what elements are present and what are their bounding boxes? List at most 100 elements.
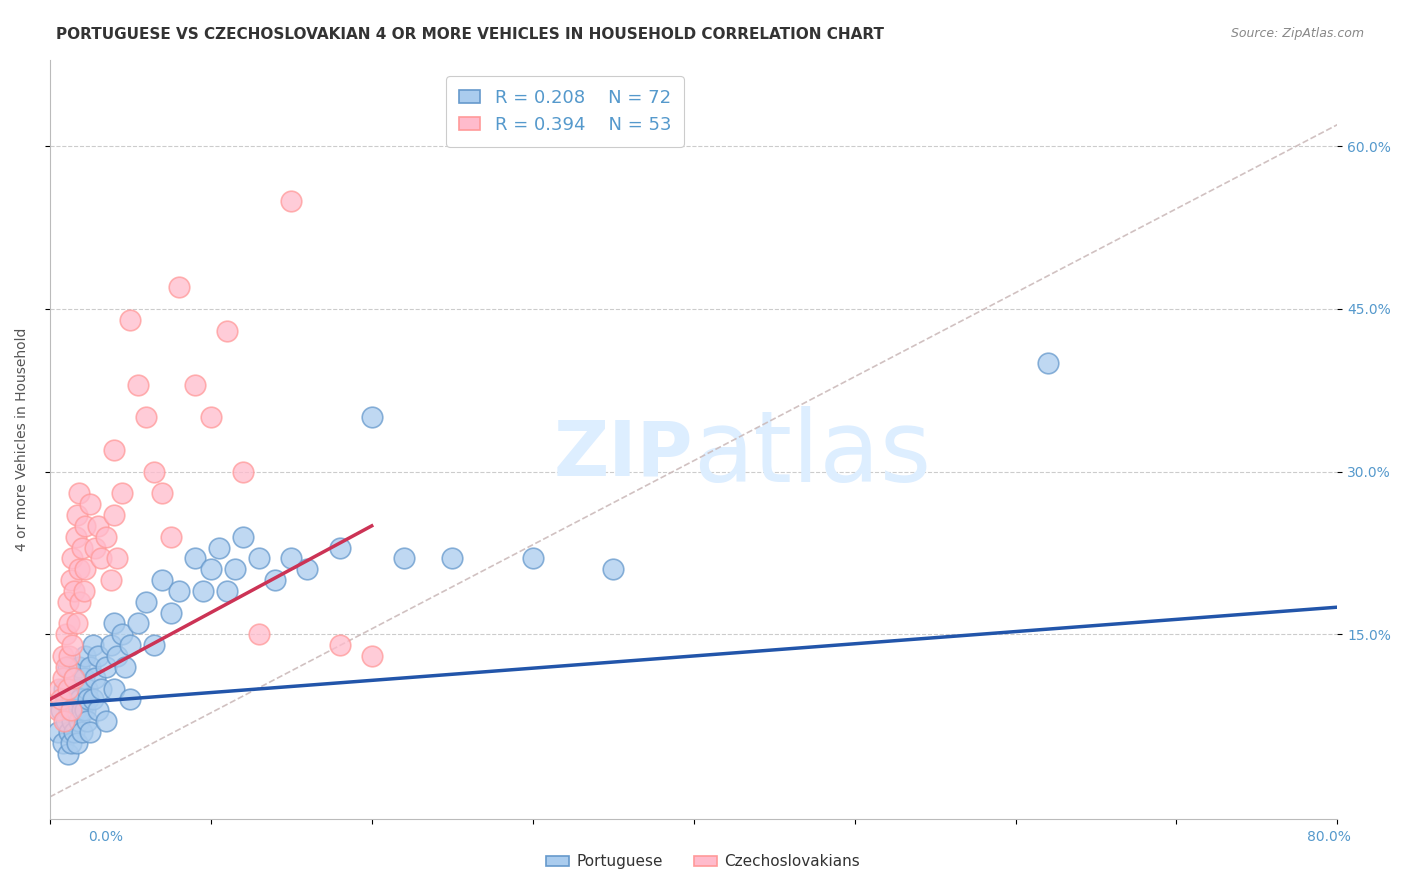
Point [120, 692, 142, 706]
Point [522, 551, 544, 566]
Point [247, 551, 270, 566]
Point [76, 714, 98, 728]
Point [52, 648, 75, 663]
Point [79, 497, 101, 511]
Point [96, 714, 118, 728]
Point [65, 530, 87, 544]
Point [208, 541, 231, 555]
Point [159, 530, 181, 544]
Point [107, 648, 129, 663]
Point [83, 541, 105, 555]
Point [63, 671, 86, 685]
Point [135, 595, 157, 609]
Point [49, 703, 72, 717]
Point [280, 194, 302, 208]
Point [67, 562, 90, 576]
Point [183, 377, 205, 392]
Point [87, 703, 110, 717]
Point [58, 648, 80, 663]
Point [56, 681, 79, 696]
Point [75, 562, 97, 576]
Point [60, 638, 83, 652]
Point [127, 377, 149, 392]
Point [224, 562, 246, 576]
Point [75, 648, 97, 663]
Point [66, 616, 89, 631]
Point [90, 681, 112, 696]
Point [72, 583, 94, 598]
Point [53, 714, 76, 728]
Point [135, 410, 157, 425]
Point [79, 724, 101, 739]
Point [55, 692, 77, 706]
Point [392, 551, 415, 566]
Point [152, 486, 174, 500]
Point [107, 551, 129, 566]
Point [56, 747, 79, 761]
Y-axis label: 4 or more Vehicles in Household: 4 or more Vehicles in Household [15, 327, 30, 550]
Point [167, 583, 190, 598]
Point [66, 736, 89, 750]
Point [143, 638, 166, 652]
Point [48, 681, 70, 696]
Point [63, 724, 86, 739]
Point [65, 703, 87, 717]
Text: atlas: atlas [693, 406, 932, 503]
Point [232, 465, 254, 479]
Point [82, 638, 104, 652]
Point [215, 583, 238, 598]
Point [59, 573, 82, 587]
Point [441, 551, 464, 566]
Text: ZIP: ZIP [554, 417, 693, 491]
Point [66, 681, 89, 696]
Point [75, 703, 97, 717]
Point [103, 681, 125, 696]
Point [66, 508, 89, 522]
Point [152, 573, 174, 587]
Point [82, 692, 104, 706]
Point [264, 573, 287, 587]
Point [114, 660, 136, 674]
Point [96, 660, 118, 674]
Point [69, 692, 91, 706]
Point [52, 671, 75, 685]
Point [328, 541, 350, 555]
Point [53, 681, 76, 696]
Point [70, 541, 93, 555]
Point [100, 573, 122, 587]
Point [143, 465, 166, 479]
Point [191, 583, 214, 598]
Text: PORTUGUESE VS CZECHOSLOVAKIAN 4 OR MORE VEHICLES IN HOUSEHOLD CORRELATION CHART: PORTUGUESE VS CZECHOSLOVAKIAN 4 OR MORE … [56, 27, 884, 42]
Point [232, 530, 254, 544]
Point [103, 508, 125, 522]
Point [167, 280, 190, 294]
Point [215, 324, 238, 338]
Point [247, 627, 270, 641]
Point [360, 648, 382, 663]
Point [60, 714, 83, 728]
Point [60, 551, 83, 566]
Point [120, 638, 142, 652]
Point [100, 638, 122, 652]
Point [87, 648, 110, 663]
Point [297, 562, 319, 576]
Point [159, 606, 181, 620]
Point [83, 671, 105, 685]
Point [200, 562, 222, 576]
Point [59, 736, 82, 750]
Point [111, 627, 134, 641]
Text: Source: ZipAtlas.com: Source: ZipAtlas.com [1230, 27, 1364, 40]
Point [55, 660, 77, 674]
Point [103, 616, 125, 631]
Point [56, 595, 79, 609]
Point [58, 724, 80, 739]
Point [79, 660, 101, 674]
Point [127, 616, 149, 631]
Point [63, 671, 86, 685]
Point [60, 692, 83, 706]
Point [75, 519, 97, 533]
Point [111, 486, 134, 500]
Point [59, 703, 82, 717]
Point [59, 681, 82, 696]
Point [46, 703, 69, 717]
